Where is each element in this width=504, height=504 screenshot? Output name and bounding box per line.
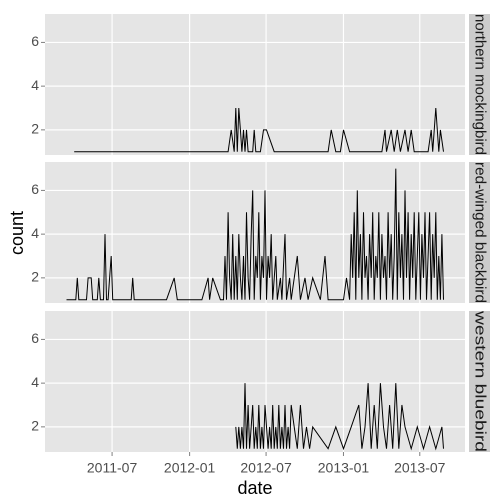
series-line (74, 107, 444, 153)
x-tick-label: 2011-07 (87, 460, 138, 476)
x-tick-label: 2013-07 (394, 460, 446, 476)
facet-label: western bluebird (472, 310, 489, 452)
y-tick-label: 6 (31, 33, 39, 49)
y-tick-label: 4 (31, 225, 39, 241)
series-line (235, 383, 444, 451)
y-tick-label: 6 (31, 181, 39, 197)
y-tick-label: 2 (31, 269, 39, 285)
strip-background (469, 311, 490, 452)
strip-background (469, 14, 490, 155)
x-tick-label: 2012-07 (240, 460, 292, 476)
strip-background (469, 162, 490, 303)
x-tick-label: 2012-01 (164, 460, 216, 476)
y-tick-label: 4 (31, 77, 39, 93)
y-tick-label: 2 (31, 121, 39, 137)
panel-background (45, 14, 465, 155)
panel-background (45, 311, 465, 452)
y-tick-label: 2 (31, 418, 39, 434)
facet-label: red-winged blackbird (472, 162, 489, 303)
x-tick-label: 2013-01 (318, 460, 370, 476)
series-line (66, 168, 444, 301)
x-axis-label: date (237, 478, 272, 498)
facet-label: northern mockingbird (472, 14, 489, 155)
y-tick-label: 6 (31, 330, 39, 346)
y-tick-label: 4 (31, 374, 39, 390)
y-axis-label: count (7, 211, 27, 255)
